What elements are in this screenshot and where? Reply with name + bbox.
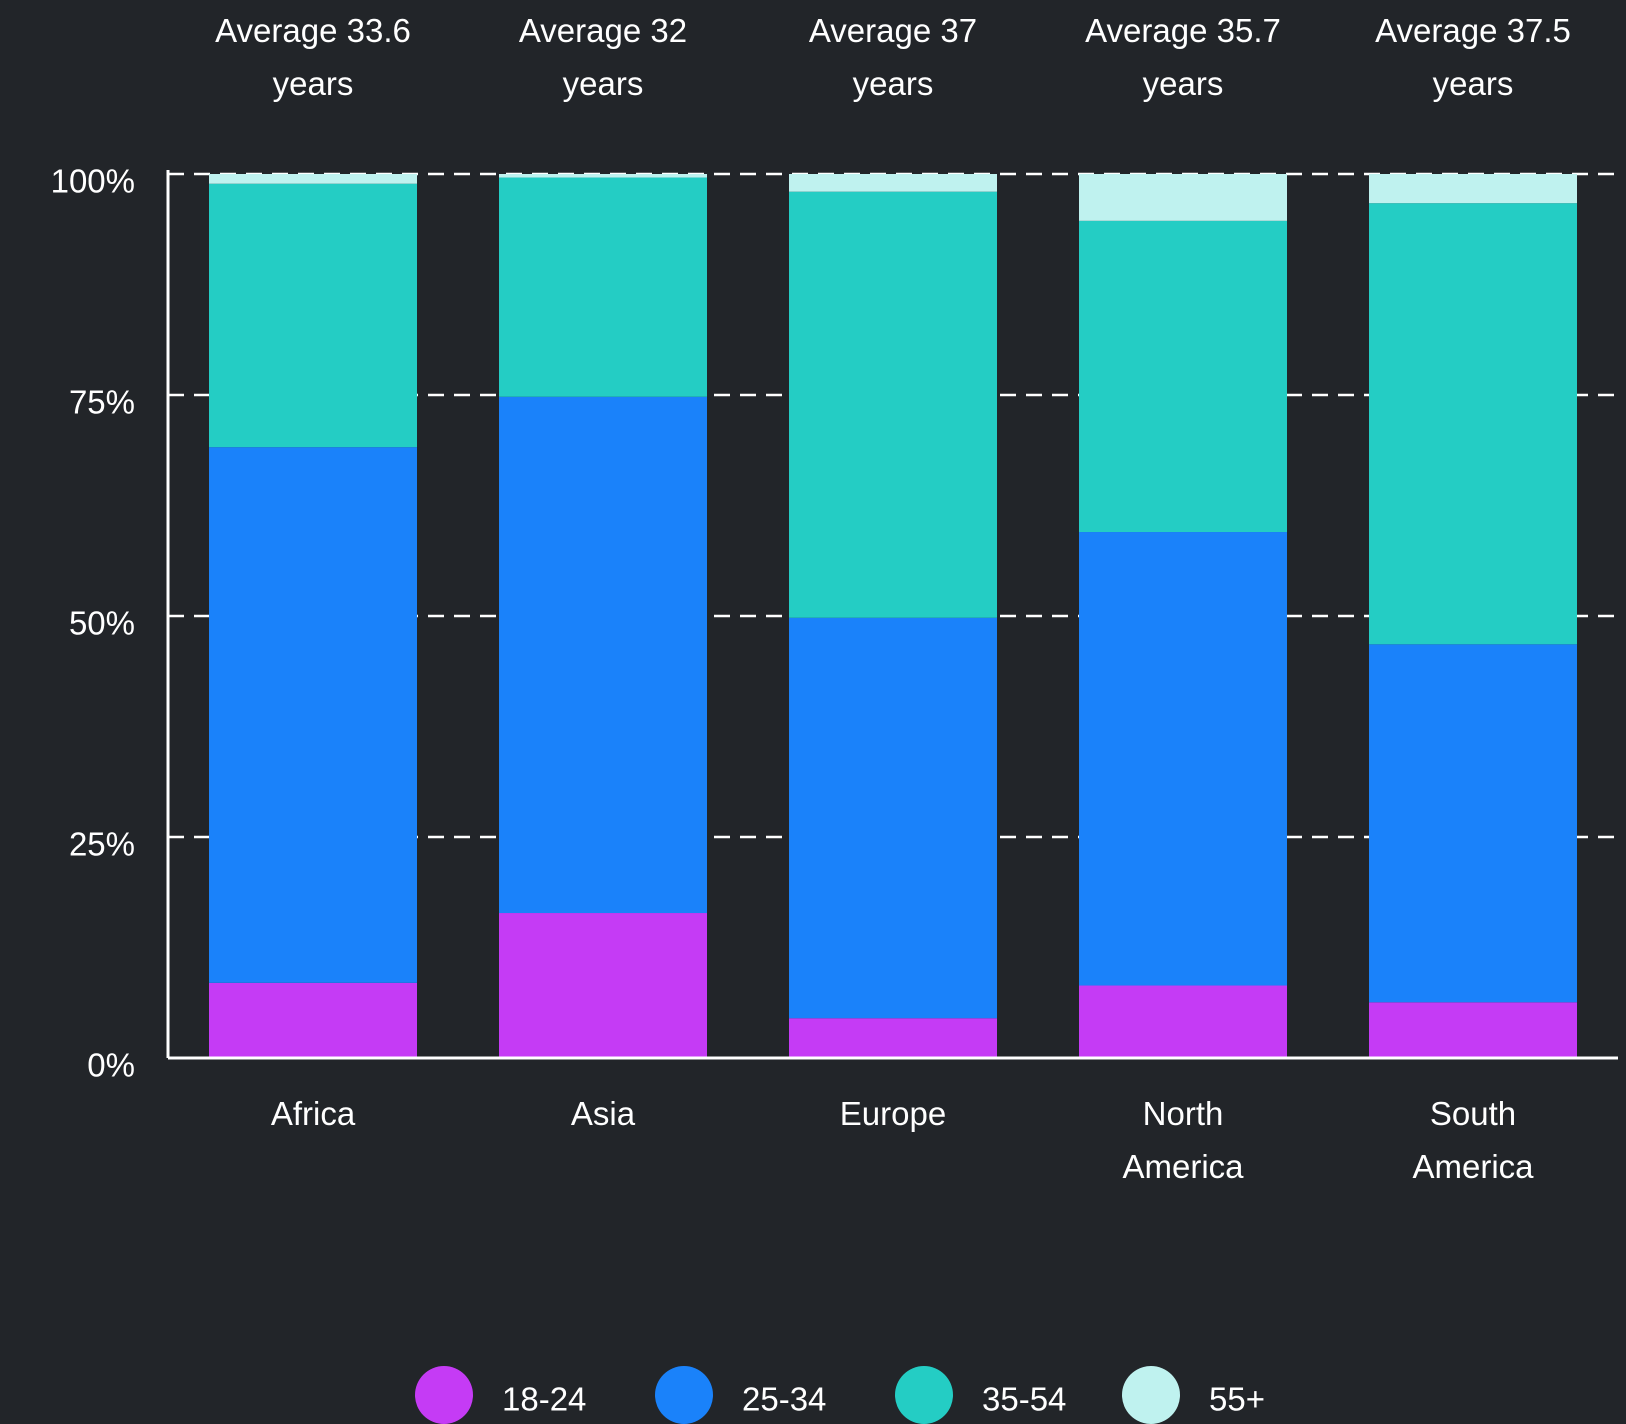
bar-segment — [1079, 220, 1287, 533]
annotation: Average 37.5 years — [1375, 12, 1571, 102]
legend-label: 55+ — [1209, 1381, 1265, 1418]
bar-segment — [499, 396, 707, 914]
bar-segment — [1369, 174, 1577, 204]
bar-segment — [499, 913, 707, 1058]
annotation: Average 32 years — [518, 12, 688, 102]
bar-segment — [789, 174, 997, 192]
bar-segment — [209, 982, 417, 1058]
legend-swatch — [1122, 1366, 1180, 1424]
bar-segment — [789, 617, 997, 1019]
annotation: Average 37 years — [808, 12, 978, 102]
x-tick-label: Asia — [570, 1095, 636, 1132]
y-tick-label: 75% — [69, 384, 135, 421]
legend-swatch — [655, 1366, 713, 1424]
legend-label: 18-24 — [502, 1381, 586, 1418]
annotation: Average 33.6 years — [215, 12, 411, 102]
bar-segment — [499, 174, 707, 178]
bar-segment — [209, 174, 417, 184]
y-tick-label: 50% — [69, 605, 135, 642]
y-tick-label: 25% — [69, 826, 135, 863]
legend-swatch — [415, 1366, 473, 1424]
bar-segment — [789, 191, 997, 618]
x-tick-label: North America — [1122, 1095, 1244, 1185]
y-tick-label: 100% — [51, 163, 135, 200]
bar-segment — [1079, 532, 1287, 986]
y-tick-label: 0% — [87, 1047, 135, 1084]
legend-label: 25-34 — [742, 1381, 826, 1418]
bar-segment — [1369, 203, 1577, 645]
legend-label: 35-54 — [982, 1381, 1066, 1418]
x-tick-label: Europe — [839, 1095, 947, 1132]
bar-segment — [209, 447, 417, 983]
x-tick-label: South America — [1412, 1095, 1534, 1185]
x-tick-label: Africa — [270, 1095, 356, 1132]
legend-swatch — [895, 1366, 953, 1424]
bar-segment — [789, 1018, 997, 1058]
bar-segment — [1369, 1002, 1577, 1058]
bar-segment — [499, 177, 707, 397]
bar-segment — [209, 183, 417, 448]
bar-segment — [1369, 644, 1577, 1003]
bar-segment — [1079, 174, 1287, 221]
annotation: Average 35.7 years — [1085, 12, 1281, 102]
bar-segment — [1079, 985, 1287, 1058]
